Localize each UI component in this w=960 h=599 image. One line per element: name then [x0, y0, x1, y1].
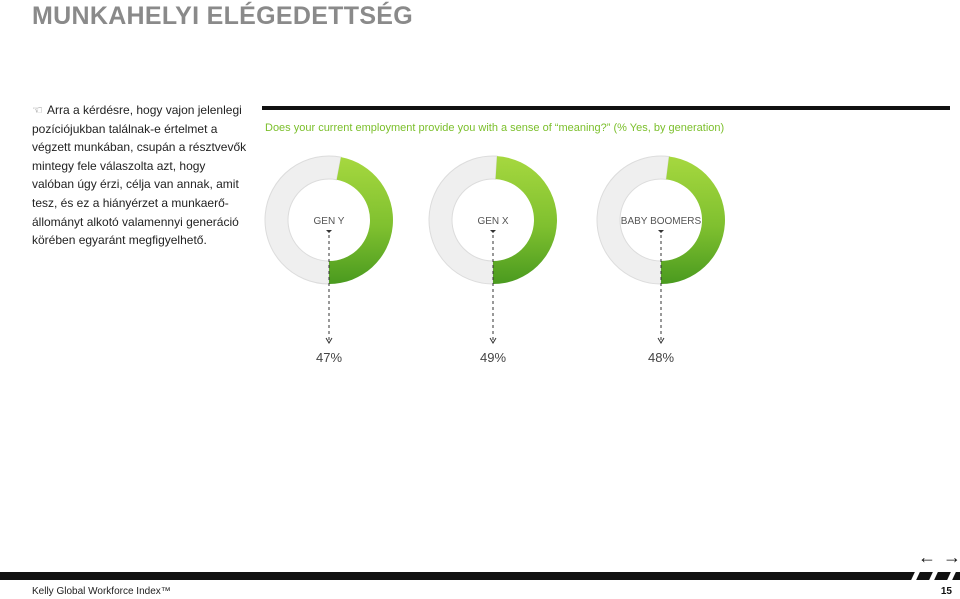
leader-arrowhead — [657, 337, 665, 344]
value-label: 49% — [480, 350, 506, 365]
pointer-marker — [326, 230, 332, 233]
intro-paragraph: ☜ Arra a kérdésre, hogy vajon jelenlegi p… — [32, 101, 247, 250]
arrow-left-icon[interactable]: ← — [918, 547, 936, 567]
page-number: 15 — [940, 586, 952, 597]
donut-value-segment — [661, 156, 725, 284]
intro-line: pozíciójukban találnak-e értelmet a — [32, 121, 218, 136]
intro-line: állományt alkotó valamennyi generáció — [32, 214, 239, 229]
donut-remainder-segment — [596, 155, 670, 285]
footer-rule — [0, 572, 960, 580]
value-label: 47% — [316, 350, 342, 365]
footer-stripe — [947, 572, 956, 580]
donut-remainder-segment — [264, 155, 342, 285]
chart-title: Does your current employment provide you… — [265, 122, 725, 134]
intro-line: körében egyaránt megfigyelhető. — [32, 233, 207, 248]
intro-line: tesz, és ez a hiányérzet a munkaerő- — [32, 195, 229, 210]
donut-value-segment — [329, 157, 393, 284]
intro-line-text: Arra a kérdésre, hogy vajon jelenlegi — [47, 103, 242, 117]
value-label: 48% — [648, 350, 674, 365]
footer-stripe — [911, 572, 920, 580]
intro-line: valóban úgy érzi, célja van annak, amit — [32, 177, 239, 192]
chart-top-rule — [262, 106, 950, 110]
donut-value-segment — [493, 156, 557, 284]
intro-line: ☜ Arra a kérdésre, hogy vajon jelenlegi — [32, 101, 247, 120]
footer-brand: Kelly Global Workforce Index™ — [32, 586, 171, 597]
leader-arrowhead — [325, 337, 333, 344]
intro-line: mintegy fele válaszolta azt, hogy — [32, 158, 206, 173]
category-label: GEN Y — [314, 216, 345, 227]
donut-remainder-segment — [428, 155, 498, 285]
intro-line: végzett munkában, csupán a résztvevők — [32, 140, 247, 155]
leader-arrowhead — [489, 337, 497, 344]
pointer-marker — [490, 230, 496, 233]
footer-stripe — [929, 572, 938, 580]
pointing-hand-icon: ☜ — [32, 103, 43, 117]
page-title: MUNKAHELYI ELÉGEDETTSÉG — [32, 2, 414, 30]
pointer-marker — [658, 230, 664, 233]
category-label: BABY BOOMERS — [621, 216, 702, 227]
arrow-right-icon[interactable]: → — [943, 547, 960, 567]
category-label: GEN X — [477, 216, 508, 227]
